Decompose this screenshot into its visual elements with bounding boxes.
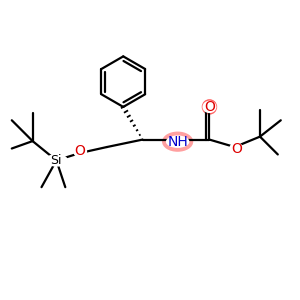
Text: O: O bbox=[204, 100, 215, 114]
Ellipse shape bbox=[202, 99, 217, 115]
Ellipse shape bbox=[162, 132, 193, 152]
Ellipse shape bbox=[166, 135, 189, 148]
Ellipse shape bbox=[202, 101, 216, 113]
Ellipse shape bbox=[45, 154, 68, 167]
Text: O: O bbox=[75, 145, 86, 158]
Text: Si: Si bbox=[51, 154, 62, 167]
Text: NH: NH bbox=[167, 135, 188, 149]
Text: O: O bbox=[231, 142, 242, 155]
Ellipse shape bbox=[229, 142, 243, 155]
Ellipse shape bbox=[73, 145, 87, 158]
